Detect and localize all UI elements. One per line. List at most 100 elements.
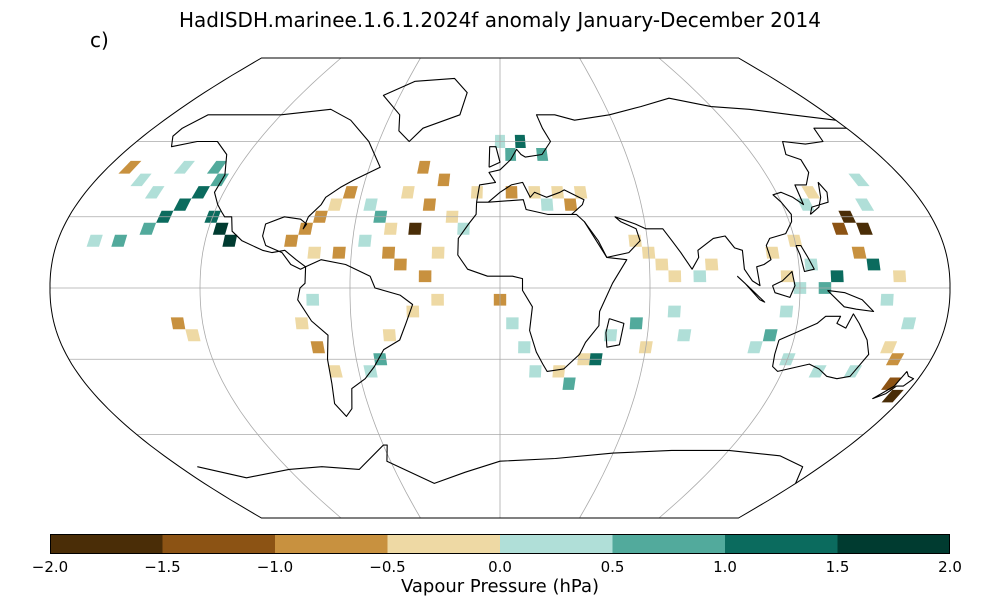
anomaly-cell	[668, 270, 682, 283]
anomaly-cell	[222, 234, 238, 247]
anomaly-cell	[603, 329, 618, 342]
anomaly-cell	[855, 198, 875, 211]
anomaly-cell	[693, 270, 707, 283]
anomaly-cell	[866, 258, 881, 271]
coastline	[605, 318, 625, 348]
coastline	[736, 275, 766, 303]
colorbar-swatch	[387, 534, 500, 554]
anomaly-cell	[130, 173, 152, 187]
coastline	[772, 313, 870, 380]
coastline	[872, 371, 915, 400]
colorbar-tick-label: −1.0	[256, 558, 294, 576]
anomaly-cell	[629, 317, 643, 330]
colorbar-tick-label: 1.5	[825, 558, 850, 576]
anomaly-cell	[762, 329, 778, 342]
map-border	[49, 57, 951, 519]
anomaly-cell	[470, 186, 483, 199]
anomaly-cell	[383, 222, 398, 235]
coastline	[809, 181, 829, 215]
colorbar-swatch	[162, 534, 275, 554]
anomaly-cell	[796, 198, 815, 211]
anomaly-cell	[843, 365, 863, 378]
coastline	[197, 444, 804, 484]
colorbar-tick-label: −2.0	[31, 558, 69, 576]
anomaly-cell	[830, 270, 844, 283]
coastline	[795, 244, 815, 273]
anomaly-cell	[552, 365, 566, 378]
coastline	[476, 97, 836, 203]
anomaly-cell	[848, 173, 870, 187]
anomaly-cell	[677, 329, 692, 342]
meridian-line	[658, 57, 801, 519]
anomaly-cell	[307, 246, 322, 259]
panel-label: c)	[90, 28, 109, 52]
anomaly-cell	[295, 317, 309, 330]
anomaly-cell	[573, 186, 588, 199]
anomaly-cell	[808, 365, 827, 378]
colorbar-tick-label: 1.0	[713, 558, 737, 576]
meridian-line	[349, 57, 421, 519]
anomaly-cell	[382, 329, 397, 342]
colorbar-tick-label: 2.0	[938, 558, 962, 576]
anomaly-cell	[173, 198, 192, 211]
anomaly-cell	[358, 234, 372, 247]
coastlines	[170, 77, 915, 484]
colorbar-tick-label: 0.0	[488, 558, 512, 576]
anomaly-cell	[418, 270, 432, 283]
colorbar-swatch	[50, 534, 163, 554]
anomaly-cell	[422, 198, 436, 211]
anomaly-cell	[408, 222, 422, 235]
anomaly-cell	[342, 186, 358, 199]
coastline	[382, 77, 468, 143]
anomaly-cell	[332, 246, 346, 259]
anomaly-cell	[655, 258, 669, 271]
colorbar-tick-label: −1.5	[144, 558, 181, 576]
anomaly-cell	[881, 377, 902, 390]
anomaly-cell	[765, 246, 780, 259]
anomaly-cell	[880, 341, 898, 354]
anomaly-cell	[856, 222, 873, 235]
anomaly-cell	[206, 160, 227, 174]
colorbar-swatch	[725, 534, 838, 554]
anomaly-cell	[327, 365, 343, 378]
anomaly-cell	[779, 305, 794, 318]
anomaly-cell	[893, 270, 907, 283]
anomaly-cell	[306, 293, 320, 306]
anomaly-cell	[628, 234, 642, 247]
anomaly-cell	[401, 186, 415, 199]
coastline	[487, 181, 585, 215]
anomaly-cell	[551, 186, 564, 199]
colorbar-swatches	[50, 534, 950, 554]
anomaly-cell	[562, 377, 576, 390]
anomaly-cell	[382, 246, 396, 259]
colorbar-swatch	[275, 534, 388, 554]
colorbar-swatch	[612, 534, 725, 554]
anomaly-cell	[564, 198, 578, 211]
coastline	[827, 289, 875, 313]
anomaly-grid	[86, 134, 917, 403]
anomaly-cell	[831, 222, 849, 235]
anomaly-cell	[111, 234, 128, 247]
anomaly-cell	[118, 160, 142, 174]
anomaly-cell	[139, 222, 157, 235]
anomaly-cell	[173, 160, 195, 174]
graticule	[50, 57, 950, 519]
colorbar	[50, 534, 950, 554]
anomaly-cell	[747, 341, 763, 354]
anomaly-cell	[881, 389, 904, 403]
anomaly-cell	[327, 198, 343, 211]
anomaly-cell	[529, 365, 542, 378]
anomaly-cell	[540, 198, 554, 211]
anomaly-cell	[191, 186, 210, 199]
anomaly-cell	[801, 186, 821, 199]
colorbar-swatch	[500, 534, 613, 554]
anomaly-cell	[431, 246, 445, 259]
colorbar-swatch	[837, 534, 950, 554]
anomaly-cell	[144, 186, 165, 199]
anomaly-cell	[310, 341, 325, 354]
map-title: HadISDH.marinee.1.6.1.2024f anomaly Janu…	[178, 8, 822, 32]
coastline	[457, 199, 628, 372]
anomaly-cell	[298, 222, 313, 235]
anomaly-cell	[705, 258, 719, 271]
